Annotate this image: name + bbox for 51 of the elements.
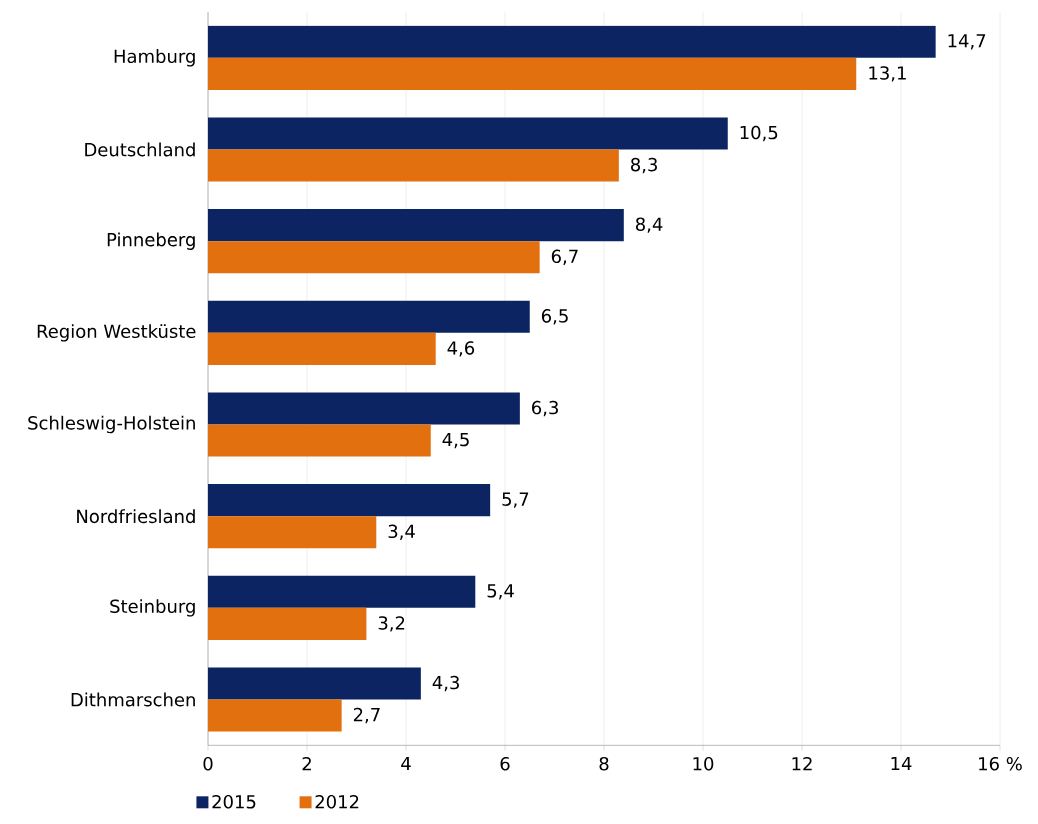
y-tick-label: Region Westküste xyxy=(37,324,196,342)
legend-label: 2015 xyxy=(212,794,256,809)
y-tick-label: Deutschland xyxy=(85,142,195,157)
y-tick-label: Schleswig-Holstein xyxy=(28,415,195,434)
y-tick-label: Pinneberg xyxy=(107,232,195,250)
data-label: 3,4 xyxy=(388,524,415,540)
bar xyxy=(208,57,857,90)
legend-label: 2012 xyxy=(315,794,359,809)
data-label: 4,5 xyxy=(442,432,469,449)
bar xyxy=(208,209,624,242)
data-label: 8,3 xyxy=(631,157,657,174)
bar xyxy=(208,667,421,700)
bar xyxy=(208,699,342,732)
x-tick-label: 2 xyxy=(302,756,311,771)
x-tick-label: 0 xyxy=(203,756,213,771)
x-tick-label: 8 xyxy=(599,756,609,771)
bar xyxy=(208,484,491,517)
bar xyxy=(208,392,520,425)
x-tick-label: 16 % xyxy=(979,756,1022,771)
bar xyxy=(208,332,436,365)
data-label: 5,7 xyxy=(502,492,529,508)
data-label: 6,5 xyxy=(541,309,568,325)
data-label: 8,4 xyxy=(635,217,663,233)
data-label: 6,3 xyxy=(532,400,558,417)
x-tick-label: 6 xyxy=(500,756,510,771)
bar xyxy=(208,25,936,58)
bar xyxy=(208,575,476,608)
y-tick-label: Dithmarschen xyxy=(71,692,195,707)
bar xyxy=(208,117,728,150)
bar xyxy=(208,241,540,274)
data-label: 6,7 xyxy=(551,249,578,265)
bar xyxy=(208,300,530,333)
data-label: 4,6 xyxy=(447,341,475,357)
data-label: 4,3 xyxy=(432,675,459,692)
data-label: 10,5 xyxy=(740,125,778,142)
y-tick-label: Nordfriesland xyxy=(77,509,195,524)
data-label: 14,7 xyxy=(948,34,986,50)
data-label: 3,2 xyxy=(378,616,405,632)
bar xyxy=(208,607,367,640)
x-tick-label: 12 xyxy=(792,756,812,771)
bar xyxy=(208,424,431,457)
bar xyxy=(208,516,377,549)
x-tick-label: 4 xyxy=(401,756,411,771)
y-tick-label: Hamburg xyxy=(114,49,195,67)
x-tick-label: 10 xyxy=(693,756,714,771)
data-label: 5,4 xyxy=(487,584,514,600)
y-tick-label: Steinburg xyxy=(110,599,195,617)
data-label: 2,7 xyxy=(353,707,380,724)
data-label: 13,1 xyxy=(869,66,906,82)
bar xyxy=(208,149,619,182)
x-tick-label: 14 xyxy=(891,756,912,771)
